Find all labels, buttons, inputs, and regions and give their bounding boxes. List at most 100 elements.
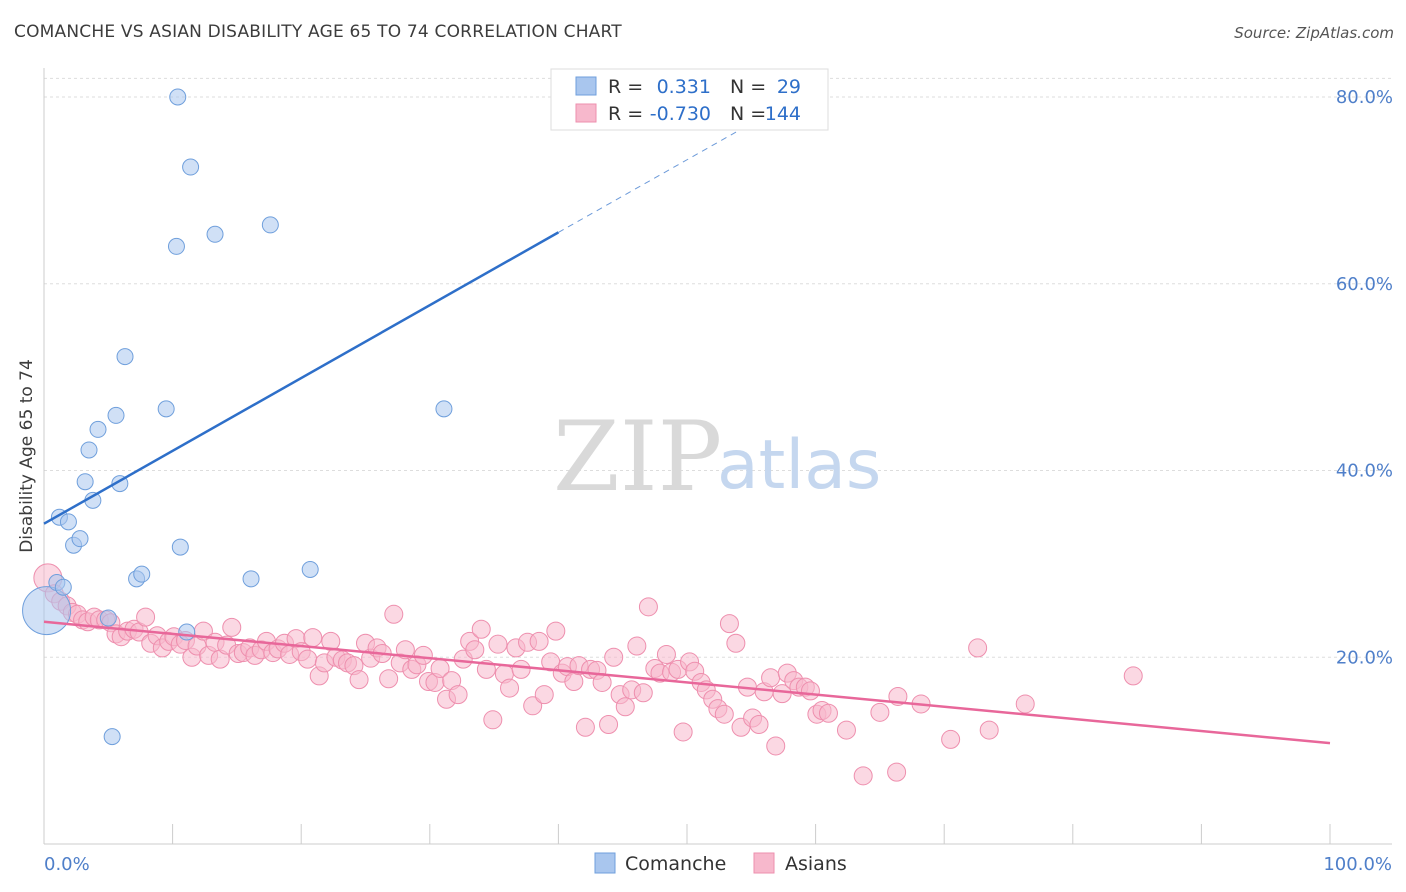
data-point-comanche <box>435 400 453 418</box>
legend-swatch-asians <box>575 103 597 123</box>
data-point-asians <box>500 678 520 698</box>
data-point-asians <box>719 614 739 634</box>
data-point-asians <box>298 649 318 669</box>
data-point-comanche <box>99 609 117 627</box>
x-tick-label-min: 0.0% <box>44 854 90 875</box>
bottom-legend-comanche: Comanche <box>625 853 726 875</box>
legend-r-label-1: R = <box>608 76 643 98</box>
data-point-asians <box>529 631 549 651</box>
data-point-comanche <box>261 216 279 234</box>
data-point-asians <box>714 704 734 724</box>
data-point-asians <box>673 722 693 742</box>
data-point-asians <box>471 619 491 639</box>
data-point-comanche <box>301 560 319 578</box>
data-point-comanche <box>71 530 89 548</box>
y-tick-label: 60.0% <box>1336 274 1393 295</box>
y-tick-label: 80.0% <box>1336 87 1393 108</box>
trend-line-comanche <box>43 231 560 525</box>
data-point-asians <box>523 696 543 716</box>
y-tick-labels: 20.0% 40.0% 60.0% 80.0% <box>1336 87 1393 668</box>
data-point-comanche <box>178 623 196 641</box>
data-point-asians <box>1123 666 1143 686</box>
legend-r-value-1: 0.331 <box>657 76 711 98</box>
comanche-points <box>22 88 453 746</box>
legend-box: R = 0.331 N = 29 R = -0.730 N = 144 <box>550 68 829 131</box>
data-point-asians <box>575 717 595 737</box>
data-point-asians <box>349 670 369 690</box>
legend-r-value-2: -0.730 <box>650 103 711 125</box>
watermark-zip: ZIP <box>553 401 722 513</box>
data-point-comanche <box>103 728 121 746</box>
data-point-asians <box>488 634 508 654</box>
data-point-asians <box>534 685 554 705</box>
data-point-asians <box>749 714 769 734</box>
data-point-asians <box>465 640 485 660</box>
data-point-asians <box>222 617 242 637</box>
data-point-asians <box>1015 694 1035 714</box>
data-point-asians <box>638 597 658 617</box>
data-point-asians <box>968 638 988 658</box>
data-point-asians <box>887 762 907 782</box>
bottom-legend-swatch-asians <box>753 852 775 874</box>
data-point-asians <box>413 645 433 665</box>
data-point-asians <box>511 659 531 679</box>
data-point-comanche <box>59 513 77 531</box>
data-point-asians <box>303 628 323 648</box>
legend-n-value-2: 144 <box>765 103 801 125</box>
data-point-asians <box>772 684 792 704</box>
data-point-asians <box>941 729 961 749</box>
data-point-asians <box>615 697 635 717</box>
data-point-asians <box>726 633 746 653</box>
data-point-comanche <box>167 237 185 255</box>
data-point-asians <box>766 736 786 756</box>
legend-r-label-2: R = <box>608 103 643 125</box>
data-point-asians <box>546 621 566 641</box>
source-label: Source: ZipAtlas.com <box>1234 24 1394 42</box>
legend-n-label-1: N = <box>730 76 766 98</box>
data-point-asians <box>633 683 653 703</box>
y-tick-label: 20.0% <box>1336 647 1393 668</box>
bottom-legend-asians: Asians <box>785 853 847 875</box>
data-point-asians <box>656 644 676 664</box>
data-point-comanche <box>206 225 224 243</box>
data-point-asians <box>384 604 404 624</box>
data-point-asians <box>448 685 468 705</box>
data-point-asians <box>836 720 856 740</box>
trend-line-asians <box>43 620 1331 745</box>
axes <box>43 68 1392 845</box>
data-point-asians <box>379 669 399 689</box>
data-point-asians <box>800 681 820 701</box>
data-point-comanche <box>133 565 151 583</box>
data-point-asians <box>604 647 624 667</box>
data-point-asians <box>627 636 647 656</box>
legend-n-value-1: 29 <box>777 76 801 98</box>
data-point-comanche <box>157 400 175 418</box>
x-tick-marks <box>172 824 1331 844</box>
legend-swatch-comanche <box>575 76 597 96</box>
chart-title: COMANCHE VS ASIAN DISABILITY AGE 65 TO 7… <box>14 22 622 42</box>
data-point-comanche <box>182 158 200 176</box>
data-point-comanche <box>80 441 98 459</box>
data-point-comanche <box>76 473 94 491</box>
y-axis-label: Disability Age 65 to 74 <box>17 359 37 553</box>
data-point-comanche <box>242 570 260 588</box>
watermark: ZIP atlas <box>553 401 881 513</box>
asian-points <box>33 563 1143 786</box>
data-point-comanche <box>169 88 187 106</box>
legend-n-label-2: N = <box>730 103 766 125</box>
data-point-asians <box>564 672 584 692</box>
data-point-comanche <box>116 348 134 366</box>
data-point-asians <box>483 710 503 730</box>
data-point-asians <box>979 720 999 740</box>
watermark-atlas: atlas <box>717 426 881 505</box>
bottom-legend: Comanche Asians <box>594 852 847 875</box>
data-point-asians <box>870 702 890 722</box>
y-tick-label: 40.0% <box>1336 461 1393 482</box>
data-point-comanche <box>54 578 72 596</box>
grid-lines <box>44 77 1392 658</box>
data-point-comanche <box>107 406 125 424</box>
data-point-asians <box>853 766 873 786</box>
data-point-asians <box>136 607 156 627</box>
data-point-asians <box>818 703 838 723</box>
